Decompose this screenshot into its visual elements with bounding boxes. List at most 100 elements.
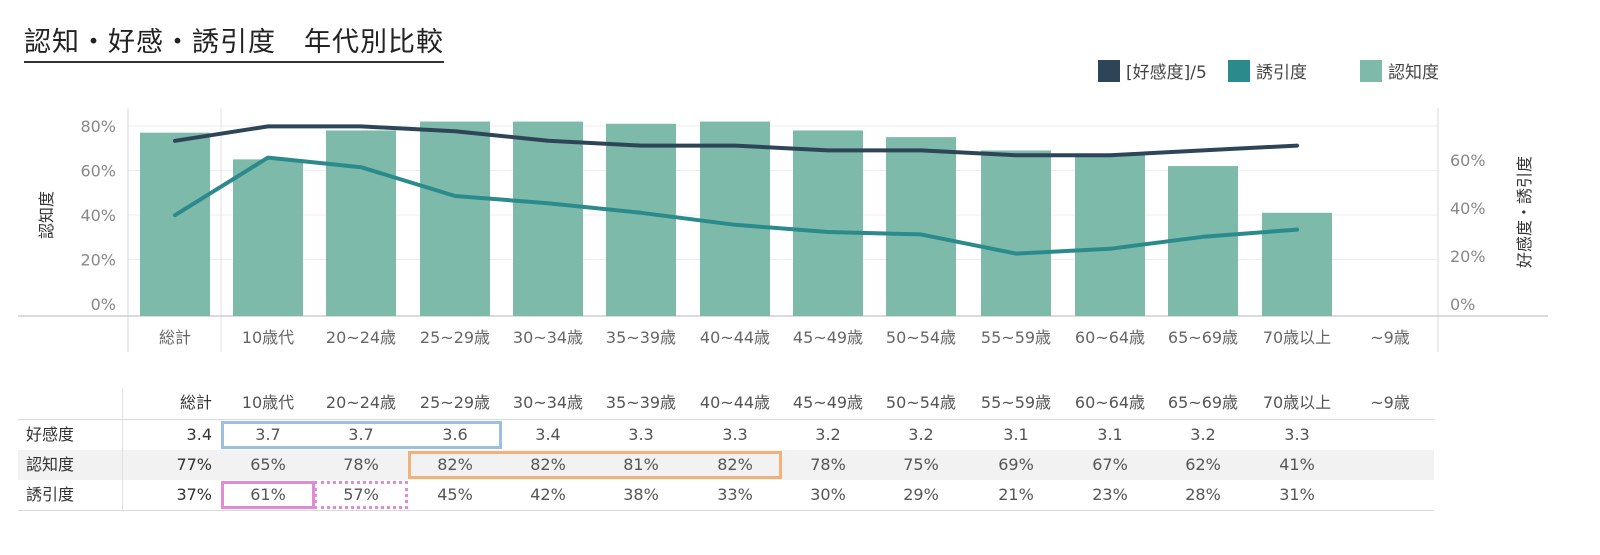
category-label: 60~64歳 — [1075, 328, 1145, 347]
table-header-divider — [18, 419, 1434, 420]
y-right-tick-label: 0% — [1450, 295, 1475, 314]
chart-title: 認知・好感・誘引度 年代別比較 — [24, 20, 444, 63]
category-label: 50~54歳 — [886, 328, 956, 347]
bar-awareness — [513, 121, 583, 316]
table-cell: 28% — [1185, 485, 1221, 504]
bar-awareness — [886, 137, 956, 316]
table-cell: 3.4 — [535, 425, 561, 444]
table-cell: 45% — [437, 485, 473, 504]
table-header-cell: 20~24歳 — [325, 393, 397, 412]
table-cell: 29% — [903, 485, 939, 504]
table-cell: 62% — [1185, 455, 1221, 474]
table-cell: 41% — [1279, 455, 1315, 474]
table-cell: 3.1 — [1097, 425, 1123, 444]
bar-awareness — [233, 159, 303, 316]
table-row-label: 好感度 — [26, 425, 75, 444]
table-cell: 78% — [343, 455, 379, 474]
table-row: 好感度 3.4 3.7 3.7 3.6 3.4 3.3 3.3 3.2 3.2 3.1 3.1 3.2 3… — [18, 420, 1434, 450]
table-cell: 3.3 — [722, 425, 748, 444]
y-left-tick-label: 40% — [80, 206, 116, 225]
table-row-label: 誘引度 — [26, 485, 75, 504]
table-total-cell: 77% — [176, 455, 212, 474]
table-cell: 67% — [1092, 455, 1128, 474]
table-cell — [1344, 450, 1436, 480]
table-header-cell: ~9歳 — [1370, 393, 1410, 412]
table-cell: 3.3 — [1284, 425, 1310, 444]
table-header-cell: 40~44歳 — [699, 393, 771, 412]
table-cell: 21% — [998, 485, 1034, 504]
y-right-axis-title: 好感度・誘引度 — [1515, 156, 1534, 268]
legend-item-favorability[interactable]: [好感度]/5 — [1098, 58, 1207, 83]
table-cell: 3.2 — [815, 425, 841, 444]
bar-awareness — [140, 132, 210, 316]
bar-awareness — [326, 130, 396, 316]
table-cell: 42% — [530, 485, 566, 504]
table-header-cell: 25~29歳 — [419, 393, 491, 412]
legend-swatch-favorability — [1098, 59, 1120, 82]
table-cell: 33% — [717, 485, 753, 504]
bar-awareness — [606, 123, 676, 317]
y-left-tick-label: 60% — [80, 162, 116, 181]
table-cell: 78% — [810, 455, 846, 474]
table-header-cell: 35~39歳 — [605, 393, 677, 412]
category-label: 40~44歳 — [700, 328, 770, 347]
table-cell: 75% — [903, 455, 939, 474]
table-cell: 3.2 — [1190, 425, 1216, 444]
category-label: 35~39歳 — [606, 328, 676, 347]
table-cell: 31% — [1279, 485, 1315, 504]
legend-swatch-attraction — [1228, 59, 1250, 82]
table-header-row: 総計 10歳代 20~24歳 25~29歳 30~34歳 35~39歳 40~44歳 45~4… — [18, 388, 1434, 418]
bar-awareness — [420, 121, 490, 316]
highlight-box — [408, 451, 782, 479]
table-cell: 69% — [998, 455, 1034, 474]
table-row: 誘引度 37% 61% 57% 45% 42% 38% 33% 30% 29% 21% 23% 28% 3… — [18, 480, 1434, 510]
line-favorability — [173, 124, 1299, 158]
table-cell: 3.3 — [628, 425, 654, 444]
legend-label-attraction: 誘引度 — [1256, 63, 1307, 83]
y-right-tick-label: 20% — [1450, 247, 1486, 266]
table-cell: 82% — [717, 455, 753, 474]
table-cell: 3.1 — [1003, 425, 1029, 444]
table-cell: 23% — [1092, 485, 1128, 504]
table-header-cell: 総計 — [179, 393, 212, 412]
table-bottom-divider — [18, 510, 1434, 511]
table-cell: 65% — [250, 455, 286, 474]
category-label: 65~69歳 — [1168, 328, 1238, 347]
table-cell: 57% — [343, 485, 379, 504]
legend-item-awareness[interactable]: 認知度 — [1360, 58, 1439, 83]
category-label: 25~29歳 — [420, 328, 490, 347]
line-attraction — [173, 155, 1299, 256]
category-label: ~9歳 — [1370, 328, 1410, 347]
bar-awareness — [1075, 154, 1145, 316]
table-header-cell: 45~49歳 — [792, 393, 864, 412]
y-left-tick-label: 20% — [80, 251, 116, 270]
bar-awareness — [793, 130, 863, 316]
table-total-cell: 37% — [176, 485, 212, 504]
table-header-cell: 50~54歳 — [885, 393, 957, 412]
y-left-tick-label: 80% — [80, 117, 116, 136]
legend-item-attraction[interactable]: 誘引度 — [1228, 58, 1307, 83]
table-cell — [1344, 480, 1436, 510]
table-row-label: 認知度 — [26, 455, 75, 474]
y-right-tick-label: 60% — [1450, 151, 1486, 170]
table-row: 認知度 77% 65% 78% 82% 82% 81% 82% 78% 75% 69% 67% 62% 4… — [18, 450, 1434, 480]
category-label: 30~34歳 — [513, 328, 583, 347]
table-header-cell: 65~69歳 — [1167, 393, 1239, 412]
highlight-box — [221, 481, 315, 509]
category-label: 45~49歳 — [793, 328, 863, 347]
y-right-tick-label: 40% — [1450, 199, 1486, 218]
table-cell: 3.7 — [255, 425, 281, 444]
table-cell: 82% — [530, 455, 566, 474]
category-label: 20~24歳 — [326, 328, 396, 347]
table-cell: 3.7 — [348, 425, 374, 444]
legend-label-favorability: [好感度]/5 — [1126, 63, 1207, 83]
table-header-cell: 55~59歳 — [980, 393, 1052, 412]
table-header-cell: 60~64歳 — [1074, 393, 1146, 412]
table-cell: 81% — [623, 455, 659, 474]
legend-swatch-awareness — [1360, 59, 1382, 82]
category-label: 55~59歳 — [981, 328, 1051, 347]
category-label: 総計 — [159, 328, 191, 347]
y-left-tick-label: 0% — [91, 295, 116, 314]
category-label: 70歳以上 — [1263, 328, 1331, 347]
